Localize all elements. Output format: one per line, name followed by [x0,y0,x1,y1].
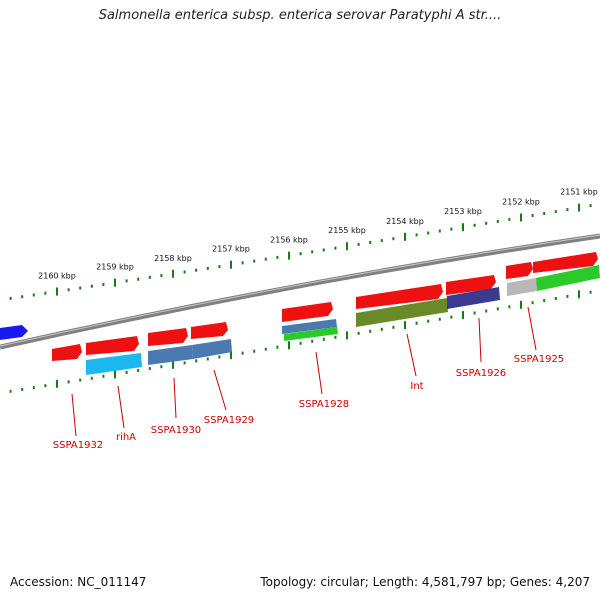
gene-label: SSPA1932 [53,440,103,451]
cog-block-indigo [447,287,500,309]
callout-line [527,306,537,351]
gene-sspa1930 [148,328,188,346]
callout-line [478,317,482,363]
genome-backbone-highlight [0,234,600,347]
outer-scale-ticks [9,203,592,300]
scale-label: 2156 kbp [270,236,308,245]
cog-block-green-1 [284,327,338,341]
gene-label: SSPA1925 [514,354,564,365]
gene-blue-left [0,325,28,340]
scale-label: 2158 kbp [154,254,192,263]
gene-red-small [506,262,533,279]
scale-label: 2155 kbp [328,226,366,235]
scale-label: 2154 kbp [386,217,424,226]
callout-line [315,351,323,395]
gene-int [356,284,443,309]
gene-label: Int [410,381,423,392]
gene-sspa1925 [533,252,598,273]
cog-block-green-2 [536,265,600,291]
gene-label: SSPA1926 [456,368,506,379]
genome-info-text: Topology: circular; Length: 4,581,797 bp… [260,575,590,589]
gene-sspa1928 [282,302,333,322]
gene-label: SSPA1930 [151,425,201,436]
cog-block-steelblue-1 [148,345,193,365]
gene-rihA [86,336,139,355]
scale-label: 2157 kbp [212,245,250,254]
gene-sspa1932 [52,344,82,361]
cog-block-olive [356,298,448,327]
callout-line [173,377,177,419]
scale-labels: 2160 kbp 2159 kbp 2158 kbp 2157 kbp 2156 kbp… [38,188,598,281]
scale-label: 2151 kbp [560,188,598,197]
callout-line [406,333,417,377]
inner-scale-ticks [9,290,592,393]
gene-label: SSPA1928 [299,399,349,410]
gene-label: rihA [116,432,136,443]
map-title: Salmonella enterica subsp. enterica sero… [98,8,502,23]
cog-block-grey [507,278,537,296]
genome-backbone [0,233,600,350]
gene-label: SSPA1929 [204,415,254,426]
scale-label: 2152 kbp [502,198,540,207]
callout-line [213,369,227,411]
scale-label: 2159 kbp [96,263,134,272]
accession-text: Accession: NC_011147 [10,575,147,589]
scale-label: 2160 kbp [38,272,76,281]
gene-sspa1929 [191,322,228,339]
cog-block-cyan [86,353,142,375]
callout-line [117,385,125,429]
cog-block-steelblue-3 [282,319,337,334]
callout-line [71,393,77,437]
cog-block-steelblue-2 [192,339,232,359]
scale-label: 2153 kbp [444,207,482,216]
gene-features [0,252,600,375]
